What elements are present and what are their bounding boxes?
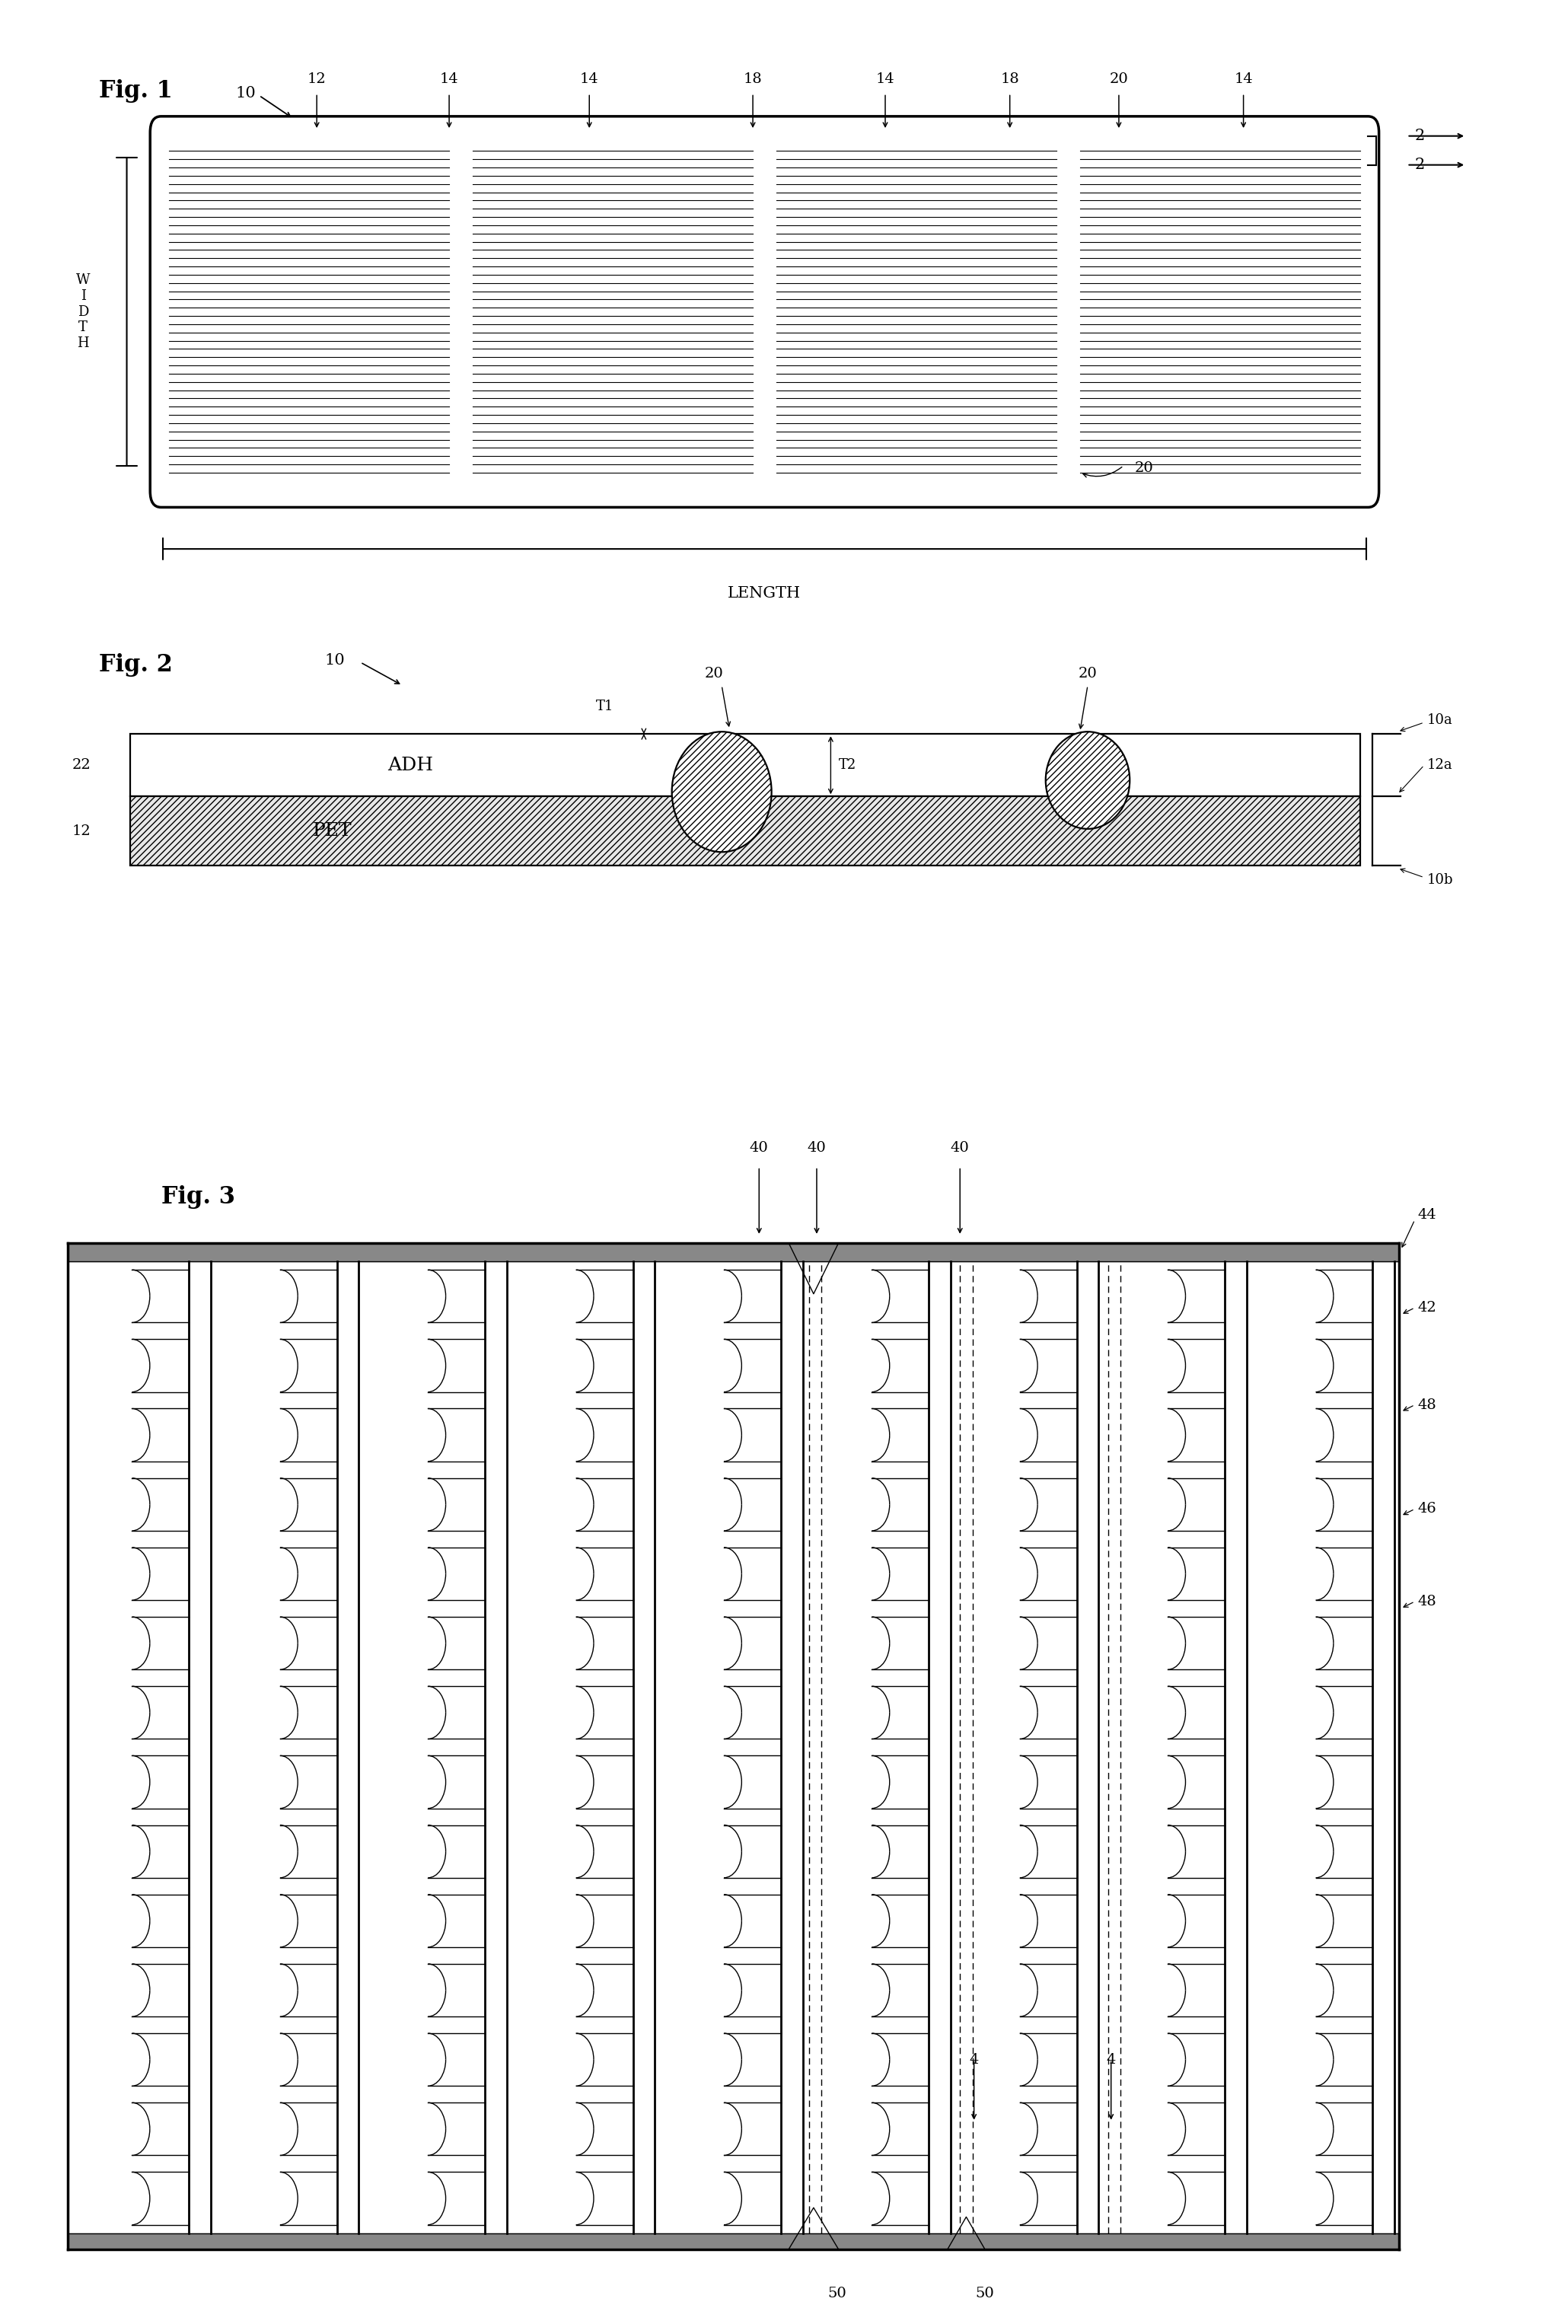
Text: 22: 22 — [72, 758, 91, 772]
Text: 48: 48 — [1417, 1399, 1436, 1411]
Text: 10: 10 — [235, 86, 256, 100]
Text: Fig. 1: Fig. 1 — [99, 79, 172, 102]
Text: 50: 50 — [975, 2287, 994, 2301]
Text: T1: T1 — [596, 700, 613, 713]
Text: 46: 46 — [1417, 1501, 1436, 1515]
Text: 40: 40 — [808, 1141, 826, 1155]
Text: W
I
D
T
H: W I D T H — [77, 274, 91, 351]
Text: 2: 2 — [1414, 158, 1425, 172]
Text: 10: 10 — [325, 653, 345, 667]
Text: 42: 42 — [1417, 1301, 1436, 1315]
Text: 12: 12 — [307, 72, 326, 86]
Text: 14: 14 — [580, 72, 599, 86]
Text: LENGTH: LENGTH — [728, 586, 801, 600]
Text: 20: 20 — [1110, 72, 1129, 86]
Ellipse shape — [671, 732, 771, 853]
Bar — [130, 797, 1361, 867]
Text: 10a: 10a — [1427, 713, 1454, 727]
Ellipse shape — [671, 732, 771, 853]
Text: Fig. 3: Fig. 3 — [162, 1185, 235, 1208]
Text: 14: 14 — [1234, 72, 1253, 86]
Text: 14: 14 — [877, 72, 895, 86]
Text: PET: PET — [312, 823, 351, 839]
Text: T2: T2 — [839, 758, 856, 772]
Text: 20: 20 — [704, 667, 723, 681]
Text: 10b: 10b — [1427, 874, 1454, 888]
Text: 44: 44 — [1417, 1208, 1436, 1222]
Text: 14: 14 — [439, 72, 458, 86]
Ellipse shape — [1046, 732, 1131, 830]
Text: 4: 4 — [1107, 2052, 1116, 2066]
Bar — [130, 734, 1361, 797]
Text: 40: 40 — [950, 1141, 969, 1155]
Text: 20: 20 — [1134, 460, 1152, 474]
Text: ADH: ADH — [387, 758, 433, 774]
Text: 50: 50 — [828, 2287, 847, 2301]
Text: 2: 2 — [1414, 128, 1425, 144]
Text: 48: 48 — [1417, 1594, 1436, 1608]
Text: 40: 40 — [750, 1141, 768, 1155]
Text: 18: 18 — [743, 72, 762, 86]
FancyBboxPatch shape — [151, 116, 1378, 507]
Ellipse shape — [1046, 732, 1131, 830]
Text: 18: 18 — [1000, 72, 1019, 86]
Text: 20: 20 — [1079, 667, 1098, 681]
Text: 12: 12 — [72, 825, 91, 839]
Text: 12a: 12a — [1427, 758, 1454, 772]
Text: Fig. 2: Fig. 2 — [99, 653, 172, 676]
Text: 4: 4 — [969, 2052, 978, 2066]
